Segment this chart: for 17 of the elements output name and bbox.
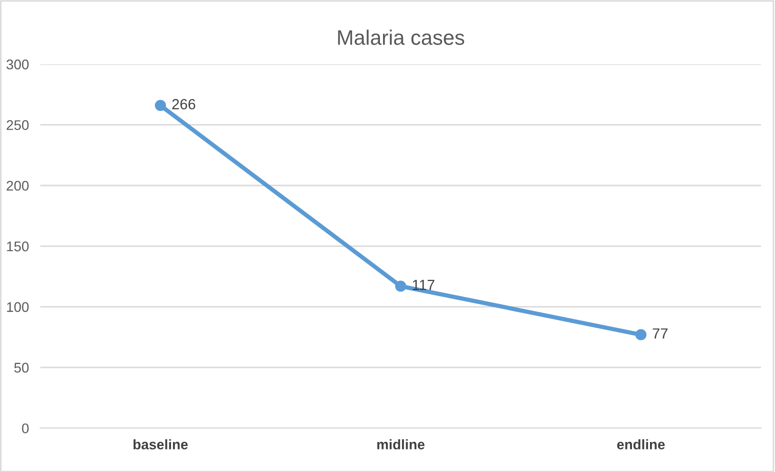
chart-title: Malaria cases <box>338 30 464 45</box>
data-label: 77 <box>652 328 668 338</box>
data-label: 117 <box>412 280 434 290</box>
y-tick-label: 150 <box>7 241 29 252</box>
x-tick-label: midline <box>377 439 425 450</box>
y-tick-label: 100 <box>7 302 29 312</box>
x-tick-label: baseline <box>134 439 188 450</box>
point <box>395 280 406 292</box>
y-tick-label: 300 <box>6 60 29 70</box>
y-tick-label: 200 <box>6 180 29 191</box>
data-label: 266 <box>172 99 196 110</box>
y-tick-label: 50 <box>14 362 29 373</box>
x-tick-label: endline <box>617 439 665 450</box>
point <box>154 100 166 111</box>
point <box>635 329 646 340</box>
y-tick-label: 250 <box>6 120 29 130</box>
y-tick-label: 0 <box>22 423 29 434</box>
